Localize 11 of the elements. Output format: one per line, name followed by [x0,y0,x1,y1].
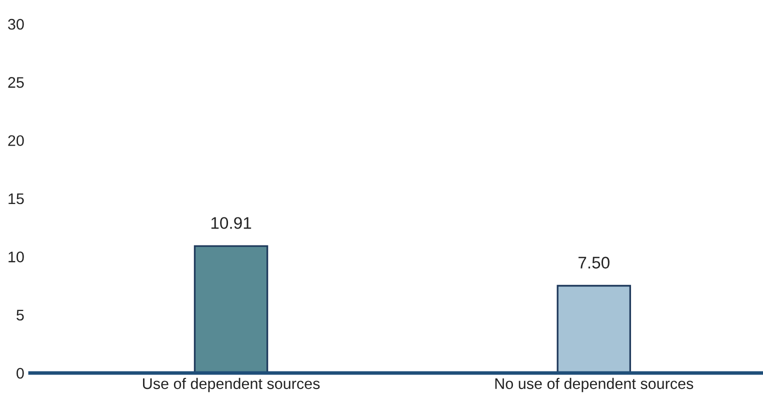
y-tick-label: 5 [16,310,24,321]
y-tick-label: 0 [16,368,24,379]
data-label: 7.50 [578,256,610,269]
y-tick-label: 15 [8,194,24,204]
y-tick-label: 20 [8,135,24,146]
x-tick-label: No use of dependent sources [495,378,694,392]
y-tick-label: 25 [8,77,24,88]
y-tick-label: 30 [8,18,24,30]
y-tick-label: 10 [8,252,24,262]
data-label: 10.91 [211,217,252,229]
x-tick-label: Use of dependent sources [143,378,320,392]
